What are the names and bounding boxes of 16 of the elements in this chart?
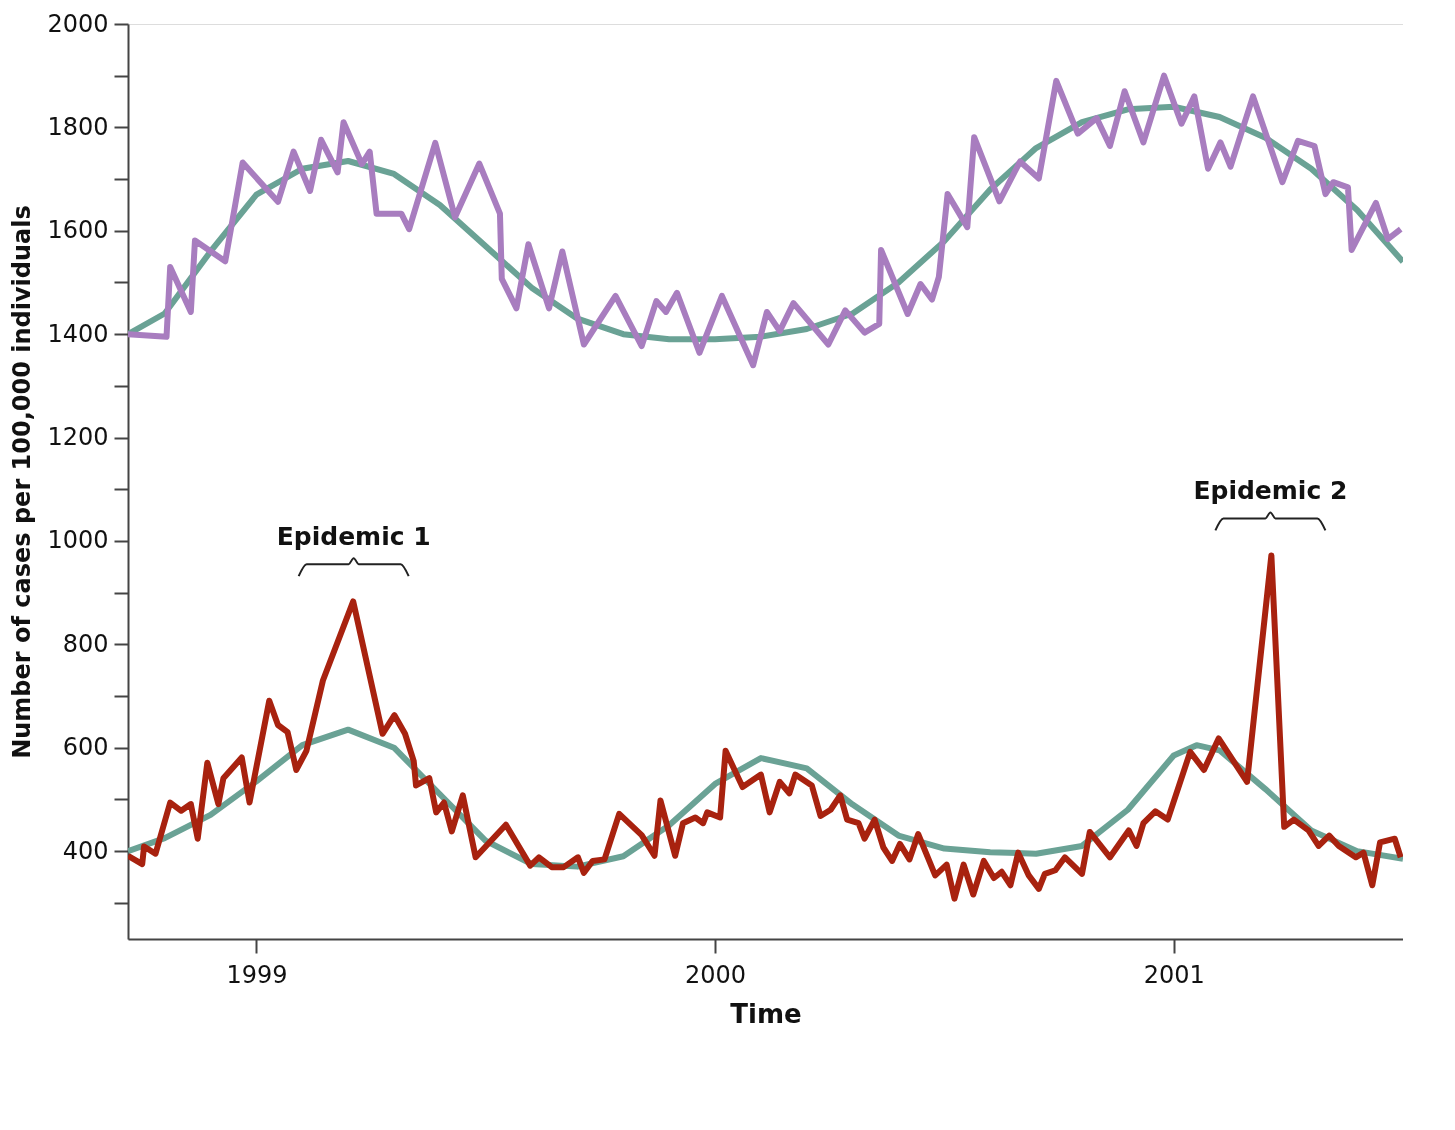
- annotation: Epidemic 2: [1193, 476, 1348, 506]
- y-tick-label: 400: [62, 836, 109, 865]
- y-tick-label: 1200: [47, 423, 109, 452]
- y-tick-label: 600: [62, 733, 109, 762]
- y-tick-label: 1800: [47, 112, 109, 141]
- x-tick-label: 2001: [1143, 960, 1205, 989]
- y-tick-label: 2000: [47, 9, 109, 38]
- x-tick-label: 1999: [226, 960, 288, 989]
- y-tick-label: 1400: [47, 319, 109, 348]
- x-tick-label: 2000: [685, 960, 747, 989]
- annotation: Epidemic 1: [276, 522, 431, 552]
- y-tick-label: 800: [62, 629, 109, 658]
- y-axis-title: Number of cases per 100,000 individuals: [8, 205, 37, 759]
- y-tick-label: 1600: [47, 216, 109, 245]
- y-tick-label: 1000: [47, 526, 109, 555]
- x-axis-title: Time: [730, 998, 802, 1029]
